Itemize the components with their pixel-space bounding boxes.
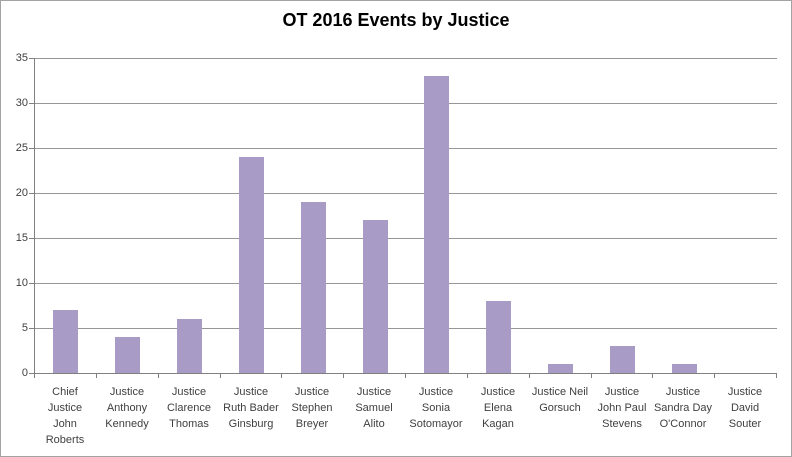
bar (238, 157, 264, 373)
x-tick-mark (652, 374, 653, 378)
y-tick-label: 35 (15, 52, 28, 64)
x-category-label-line: Justice (604, 386, 640, 398)
x-category-label-line: Justice Neil (531, 386, 589, 398)
x-category-label-line: Justice (665, 386, 701, 398)
x-tick-mark (281, 374, 282, 378)
gridline (35, 238, 777, 239)
x-category-label-line: John Paul (597, 402, 647, 414)
bar (177, 319, 203, 373)
bar (424, 76, 450, 373)
x-tick-mark (96, 374, 97, 378)
x-tick-mark (467, 374, 468, 378)
x-tick-mark (529, 374, 530, 378)
x-category-label-line: Justice (480, 386, 516, 398)
chart-title: OT 2016 Events by Justice (282, 10, 510, 30)
x-category-label: Justice John Paul Stevens (591, 384, 653, 432)
gridline (35, 103, 777, 104)
y-tick-mark (29, 238, 34, 239)
y-tick-mark (29, 328, 34, 329)
bar (486, 301, 512, 373)
x-tick-mark (405, 374, 406, 378)
y-tick-label: 10 (15, 277, 28, 289)
y-tick-mark (29, 58, 34, 59)
plot-area (34, 58, 777, 374)
x-tick-mark (34, 374, 35, 378)
x-category-label: Justice Neil Gorsuch (529, 384, 591, 416)
bar (671, 364, 697, 373)
x-category-label-line: Sotomayor (409, 418, 463, 430)
y-tick-mark (29, 283, 34, 284)
y-tick-mark (29, 148, 34, 149)
x-category-label-line: Gorsuch (539, 402, 581, 414)
x-category-label-line: Clarence (166, 402, 212, 414)
x-category-label-line: Thomas (169, 418, 209, 430)
x-category-label: Justice Sandra Day O'Connor (652, 384, 714, 432)
x-category-label-line: Samuel (355, 402, 393, 414)
x-category-label-line: Souter (728, 418, 762, 430)
x-category-label-line: Ginsburg (228, 418, 274, 430)
x-category-label-line: Justice (356, 386, 392, 398)
x-category-label-line: Alito (363, 418, 385, 430)
bar (548, 364, 574, 373)
gridline (35, 148, 777, 149)
y-tick-label: 20 (15, 187, 28, 199)
bar (300, 202, 326, 373)
x-category-label-line: Anthony (106, 402, 148, 414)
x-category-label-line: Justice (109, 386, 145, 398)
x-tick-mark (158, 374, 159, 378)
x-category-label: Justice Anthony Kennedy (96, 384, 158, 432)
bar (53, 310, 79, 373)
y-tick-label: 5 (21, 322, 28, 334)
bar (362, 220, 388, 373)
x-tick-mark (714, 374, 715, 378)
x-category-label: Justice David Souter (714, 384, 776, 432)
x-category-label-line: Breyer (295, 418, 329, 430)
x-category-label-line: Ruth Bader (223, 402, 279, 414)
gridline (35, 58, 777, 59)
gridline (35, 193, 777, 194)
y-tick-label: 15 (15, 232, 28, 244)
x-category-label: Justice Stephen Breyer (281, 384, 343, 432)
x-category-label-line: Justice (233, 386, 269, 398)
gridline (35, 283, 777, 284)
bar (115, 337, 141, 373)
x-category-label: Chief Justice John Roberts (34, 384, 96, 448)
x-category-label-line: O'Connor (659, 418, 707, 430)
y-tick-label: 0 (21, 367, 28, 379)
x-category-label: Justice Clarence Thomas (158, 384, 220, 432)
gridline (35, 328, 777, 329)
x-category-label-line: Kagan (482, 418, 514, 430)
x-category-label: Justice Elena Kagan (467, 384, 529, 432)
y-tick-mark (29, 103, 34, 104)
x-category-label-line: Justice (418, 386, 454, 398)
x-tick-mark (591, 374, 592, 378)
x-category-label-line: Justice (727, 386, 763, 398)
x-category-label-line: Stevens (602, 418, 642, 430)
x-category-label-line: Kennedy (105, 418, 149, 430)
x-category-label-line: Justice (47, 402, 83, 414)
x-category-label-line: Roberts (45, 434, 85, 446)
x-category-label-line: John (53, 418, 77, 430)
x-category-label-line: David (730, 402, 760, 414)
x-category-label: Justice Samuel Alito (343, 384, 405, 432)
y-tick-mark (29, 193, 34, 194)
x-tick-mark (343, 374, 344, 378)
x-tick-mark (776, 374, 777, 378)
x-category-label-line: Sandra Day (653, 402, 713, 414)
x-category-label-line: Justice (171, 386, 207, 398)
x-category-label-line: Elena (483, 402, 513, 414)
bar (609, 346, 635, 373)
x-category-label-line: Stephen (291, 402, 333, 414)
y-tick-label: 30 (15, 97, 28, 109)
x-tick-mark (220, 374, 221, 378)
y-tick-mark (29, 373, 34, 374)
x-category-label-line: Sonia (421, 402, 451, 414)
x-category-label-line: Justice (294, 386, 330, 398)
x-category-label: Justice Ruth Bader Ginsburg (220, 384, 282, 432)
x-category-label: Justice Sonia Sotomayor (405, 384, 467, 432)
y-tick-label: 25 (15, 142, 28, 154)
x-category-label-line: Chief (52, 386, 78, 398)
